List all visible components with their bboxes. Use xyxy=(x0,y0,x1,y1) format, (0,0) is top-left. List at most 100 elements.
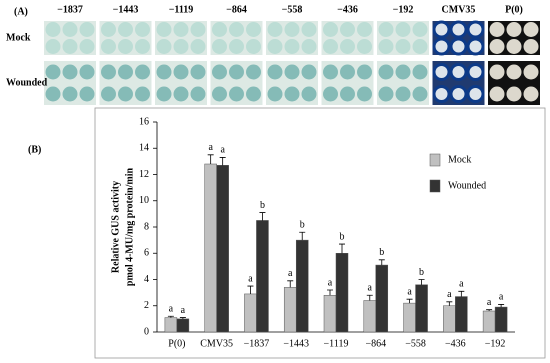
leaf-disc xyxy=(466,37,485,56)
leaf-disc xyxy=(156,64,172,80)
leaf-disc xyxy=(45,64,61,80)
leaf-disc xyxy=(449,20,468,39)
x-tick-label: P(0) xyxy=(168,338,185,349)
x-tick-label: −558 xyxy=(405,338,426,349)
error-bar xyxy=(486,309,493,311)
leaf-disc xyxy=(212,39,227,54)
leaf-disc xyxy=(506,39,522,54)
leaf-disc xyxy=(489,22,505,37)
bar xyxy=(415,284,428,333)
y-tick-label: 8 xyxy=(144,221,149,232)
leaf-disc xyxy=(246,86,261,102)
leaf-disc xyxy=(284,64,300,80)
significance-letter: b xyxy=(340,231,345,242)
column-label: −864 xyxy=(226,4,247,15)
leaf-disc xyxy=(489,64,505,80)
leaf-disc xyxy=(432,37,451,56)
leaf-disc xyxy=(323,22,338,37)
x-tick-label: CMV35 xyxy=(200,338,233,349)
leaf-disc xyxy=(523,86,539,102)
leaf-disc xyxy=(229,39,244,54)
error-bar xyxy=(327,289,333,296)
leaf-disc xyxy=(212,22,227,37)
column-label: −1119 xyxy=(169,4,194,15)
bar xyxy=(256,220,269,333)
error-bar xyxy=(339,243,345,254)
significance-letter: a xyxy=(447,289,452,300)
leaf-disc xyxy=(267,64,283,80)
panel-a-label: (A) xyxy=(14,6,28,17)
column-label: P(0) xyxy=(505,4,523,15)
significance-letter: a xyxy=(288,268,293,279)
leaf-disc xyxy=(118,64,133,80)
leaf-disc xyxy=(62,86,78,102)
leaf-disc xyxy=(449,85,468,103)
leaf-disc xyxy=(489,39,505,54)
leaf-disc xyxy=(301,22,317,37)
leaf-disc xyxy=(156,22,172,37)
row-label: Wounded xyxy=(6,77,48,88)
bar xyxy=(176,318,190,333)
error-bar xyxy=(418,279,425,285)
column-label: −436 xyxy=(337,4,358,15)
significance-letter: a xyxy=(487,297,492,308)
leaf-disc xyxy=(118,86,133,102)
error-bar xyxy=(366,294,373,301)
error-bar xyxy=(378,259,385,266)
leaf-disc xyxy=(340,64,355,80)
leaf-disc xyxy=(378,22,394,37)
y-tick-label: 2 xyxy=(144,300,149,311)
bar xyxy=(443,305,456,333)
significance-letter: a xyxy=(220,145,225,156)
leaf-disc xyxy=(267,86,283,102)
legend-swatch xyxy=(429,179,441,193)
legend-swatch xyxy=(429,153,441,167)
significance-letter: b xyxy=(300,220,305,231)
leaf-disc xyxy=(79,64,95,80)
leaf-disc xyxy=(229,64,244,80)
significance-letter: a xyxy=(499,292,504,303)
error-bar xyxy=(259,212,266,221)
leaf-disc xyxy=(378,39,394,54)
column-label: CMV35 xyxy=(442,4,476,15)
leaf-disc xyxy=(523,22,539,37)
leaf-disc xyxy=(506,86,522,102)
leaf-disc xyxy=(190,86,206,102)
leaf-disc xyxy=(212,86,227,102)
bar xyxy=(375,264,389,333)
leaf-disc xyxy=(173,39,189,54)
leaf-disc xyxy=(506,64,522,80)
leaf-disc xyxy=(45,86,61,102)
leaf-disc xyxy=(246,39,261,54)
leaf-disc xyxy=(357,86,372,102)
leaf-disc xyxy=(267,39,283,54)
legend-label: Wounded xyxy=(448,180,486,191)
significance-letter: a xyxy=(459,279,464,290)
leaf-disc xyxy=(212,64,227,80)
leaf-disc xyxy=(284,22,300,37)
leaf-disc xyxy=(323,64,338,80)
leaf-disc xyxy=(190,64,206,80)
leaf-disc xyxy=(432,85,451,103)
leaf-disc xyxy=(135,86,150,102)
leaf-disc xyxy=(340,86,355,102)
leaf-disc xyxy=(190,39,206,54)
column-label: −1443 xyxy=(113,4,139,15)
leaf-disc xyxy=(173,64,189,80)
leaf-disc xyxy=(101,22,116,37)
leaf-disc xyxy=(301,64,317,80)
x-tick-label: −192 xyxy=(485,338,506,349)
leaf-disc xyxy=(412,39,428,54)
x-tick-label: −1837 xyxy=(244,338,270,349)
leaf-disc xyxy=(135,64,150,80)
y-tick-label: 14 xyxy=(139,143,149,154)
column-label: −192 xyxy=(393,4,414,15)
error-bar xyxy=(406,298,413,304)
y-axis-unit: pmol 4-MU/mg protein/min xyxy=(124,167,135,286)
error-bar xyxy=(167,315,174,318)
error-bar xyxy=(498,304,505,308)
error-bar xyxy=(179,317,186,319)
column-label: −558 xyxy=(282,4,303,15)
leaf-disc xyxy=(173,86,189,102)
